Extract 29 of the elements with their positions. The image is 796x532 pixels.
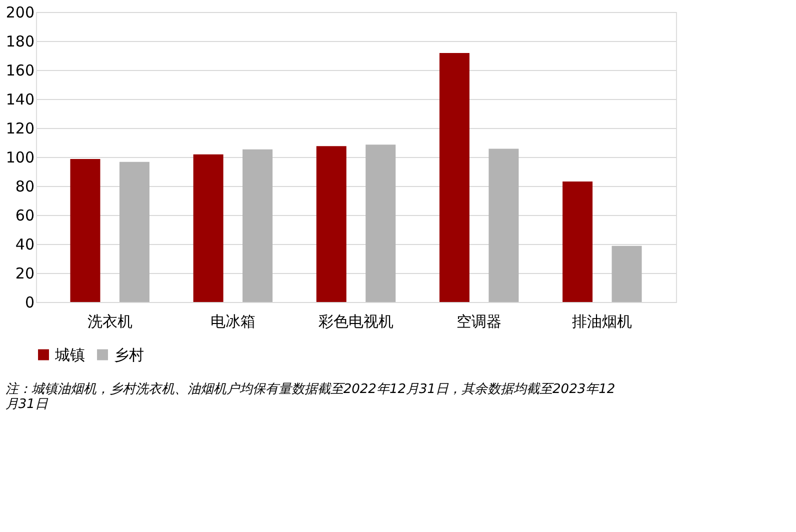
- legend-label: 乡村: [114, 346, 144, 364]
- bar: [562, 182, 593, 302]
- bar: [70, 159, 100, 302]
- bar: [612, 246, 642, 302]
- y-tick-label: 100: [6, 148, 34, 166]
- y-tick-label: 0: [24, 294, 34, 312]
- bar: [316, 146, 346, 302]
- bar: [193, 154, 224, 302]
- x-tick-label: 电冰箱: [210, 312, 256, 330]
- y-tick-label: 20: [15, 264, 34, 282]
- y-tick-label: 160: [6, 62, 34, 80]
- x-tick-label: 排油烟机: [572, 312, 632, 330]
- y-tick-label: 80: [15, 178, 34, 196]
- x-tick-label: 彩色电视机: [318, 312, 394, 330]
- text: 注：城镇油烟机，乡村洗衣机、油烟机户均保有量数据截至2022年12月31日，其余数据均截至2023年12月31日: [5, 382, 616, 412]
- y-tick-label: 180: [6, 32, 34, 50]
- legend-label: 城镇: [54, 346, 85, 364]
- x-tick-label: 洗衣机: [87, 312, 132, 330]
- bar: [488, 148, 519, 302]
- y-tick-label: 140: [6, 90, 34, 108]
- bar: [242, 149, 273, 302]
- x-tick-label: 空调器: [456, 312, 502, 330]
- bar: [439, 53, 470, 302]
- y-tick-label: 200: [6, 4, 34, 22]
- y-tick-label: 120: [6, 120, 34, 138]
- y-tick-label: 60: [15, 206, 34, 224]
- bar: [119, 162, 150, 302]
- y-tick-label: 40: [15, 236, 34, 254]
- bar: [366, 144, 396, 302]
